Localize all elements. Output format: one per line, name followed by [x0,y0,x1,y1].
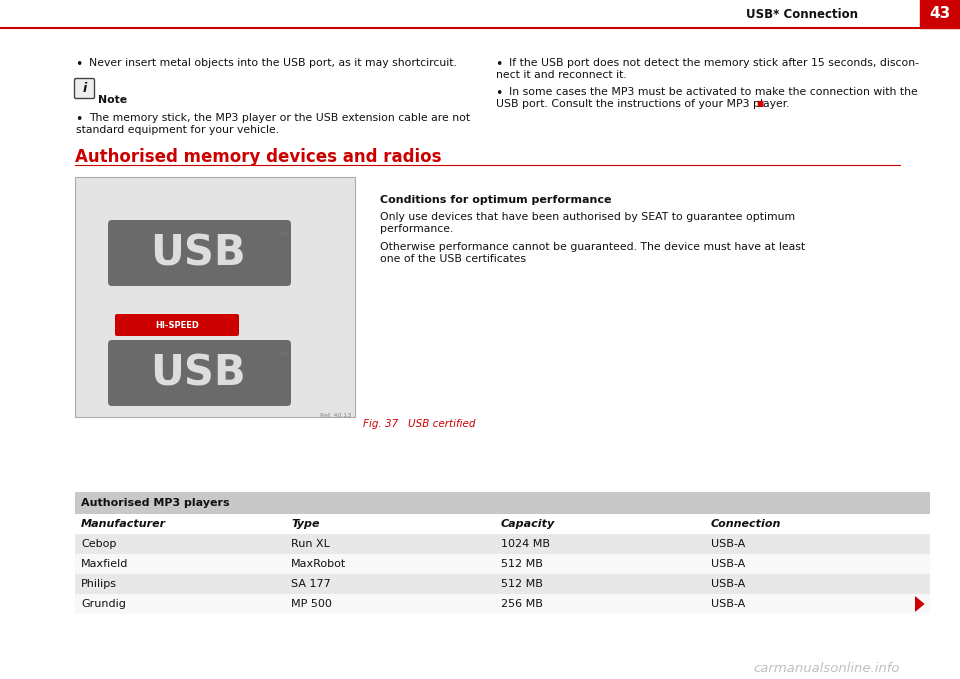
Text: TM: TM [280,232,289,238]
Bar [75,554,930,574]
Text: MaxRobot: MaxRobot [291,559,347,569]
Text: standard equipment for your vehicle.: standard equipment for your vehicle. [76,125,279,135]
Text: Maxfield: Maxfield [81,559,129,569]
Text: USB* Connection: USB* Connection [746,7,858,20]
Text: 256 MB: 256 MB [501,599,542,609]
Text: carmanualsonline.info: carmanualsonline.info [754,662,900,675]
Text: USB-A: USB-A [711,559,745,569]
Text: Fig. 37   USB certified: Fig. 37 USB certified [363,419,475,429]
Text: Grundig: Grundig [81,599,126,609]
Text: Conditions for optimum performance: Conditions for optimum performance [380,195,612,205]
Text: Run XL: Run XL [291,539,330,549]
Text: CERTIFIED: CERTIFIED [117,221,161,230]
Text: USB: USB [150,353,246,395]
Polygon shape [915,596,924,612]
Text: Manufacturer: Manufacturer [81,519,166,529]
Text: Authorised memory devices and radios: Authorised memory devices and radios [75,148,442,166]
Text: •: • [495,87,502,100]
Text: Connection: Connection [711,519,781,529]
Bar [75,492,930,514]
Text: If the USB port does not detect the memory stick after 15 seconds, discon-: If the USB port does not detect the memo… [509,58,919,68]
Text: Only use devices that have been authorised by SEAT to guarantee optimum: Only use devices that have been authoris… [380,212,795,222]
Text: nect it and reconnect it.: nect it and reconnect it. [496,70,627,80]
Text: ■: ■ [756,99,763,108]
Text: MP 500: MP 500 [291,599,332,609]
Bar [75,574,930,594]
Text: 512 MB: 512 MB [501,559,542,569]
Bar [75,534,930,554]
Bar [75,594,930,614]
Text: •: • [75,113,83,126]
Text: Philips: Philips [81,579,117,589]
Text: Authorised MP3 players: Authorised MP3 players [81,498,229,508]
Bar [920,0,960,28]
Text: USB: USB [150,233,246,275]
Bar [75,177,355,417]
Text: Otherwise performance cannot be guaranteed. The device must have at least: Otherwise performance cannot be guarante… [380,242,805,252]
Text: 512 MB: 512 MB [501,579,542,589]
Text: CERTIFIED: CERTIFIED [117,342,161,352]
FancyBboxPatch shape [115,314,239,336]
FancyBboxPatch shape [108,340,291,406]
Text: Capacity: Capacity [501,519,555,529]
Text: 1024 MB: 1024 MB [501,539,550,549]
Bar [75,514,930,534]
Text: USB-A: USB-A [711,599,745,609]
Text: USB-A: USB-A [711,539,745,549]
Text: HI-SPEED: HI-SPEED [156,320,199,329]
Text: In some cases the MP3 must be activated to make the connection with the: In some cases the MP3 must be activated … [509,87,918,97]
Text: Ref. 40.13: Ref. 40.13 [320,413,351,418]
Text: SA 177: SA 177 [291,579,331,589]
FancyBboxPatch shape [108,220,291,286]
Text: USB port. Consult the instructions of your MP3 player.: USB port. Consult the instructions of yo… [496,99,790,109]
Text: performance.: performance. [380,224,453,234]
Text: one of the USB certificates: one of the USB certificates [380,254,526,264]
Text: Note: Note [98,95,127,105]
Text: i: i [83,81,86,94]
Text: Never insert metal objects into the USB port, as it may shortcircuit.: Never insert metal objects into the USB … [89,58,457,68]
Text: •: • [75,58,83,71]
Text: The memory stick, the MP3 player or the USB extension cable are not: The memory stick, the MP3 player or the … [89,113,470,123]
Text: TM: TM [280,352,289,358]
Text: USB-A: USB-A [711,579,745,589]
Text: Cebop: Cebop [81,539,116,549]
FancyBboxPatch shape [75,79,94,98]
Text: 43: 43 [929,7,950,22]
Text: •: • [495,58,502,71]
Text: Type: Type [291,519,320,529]
